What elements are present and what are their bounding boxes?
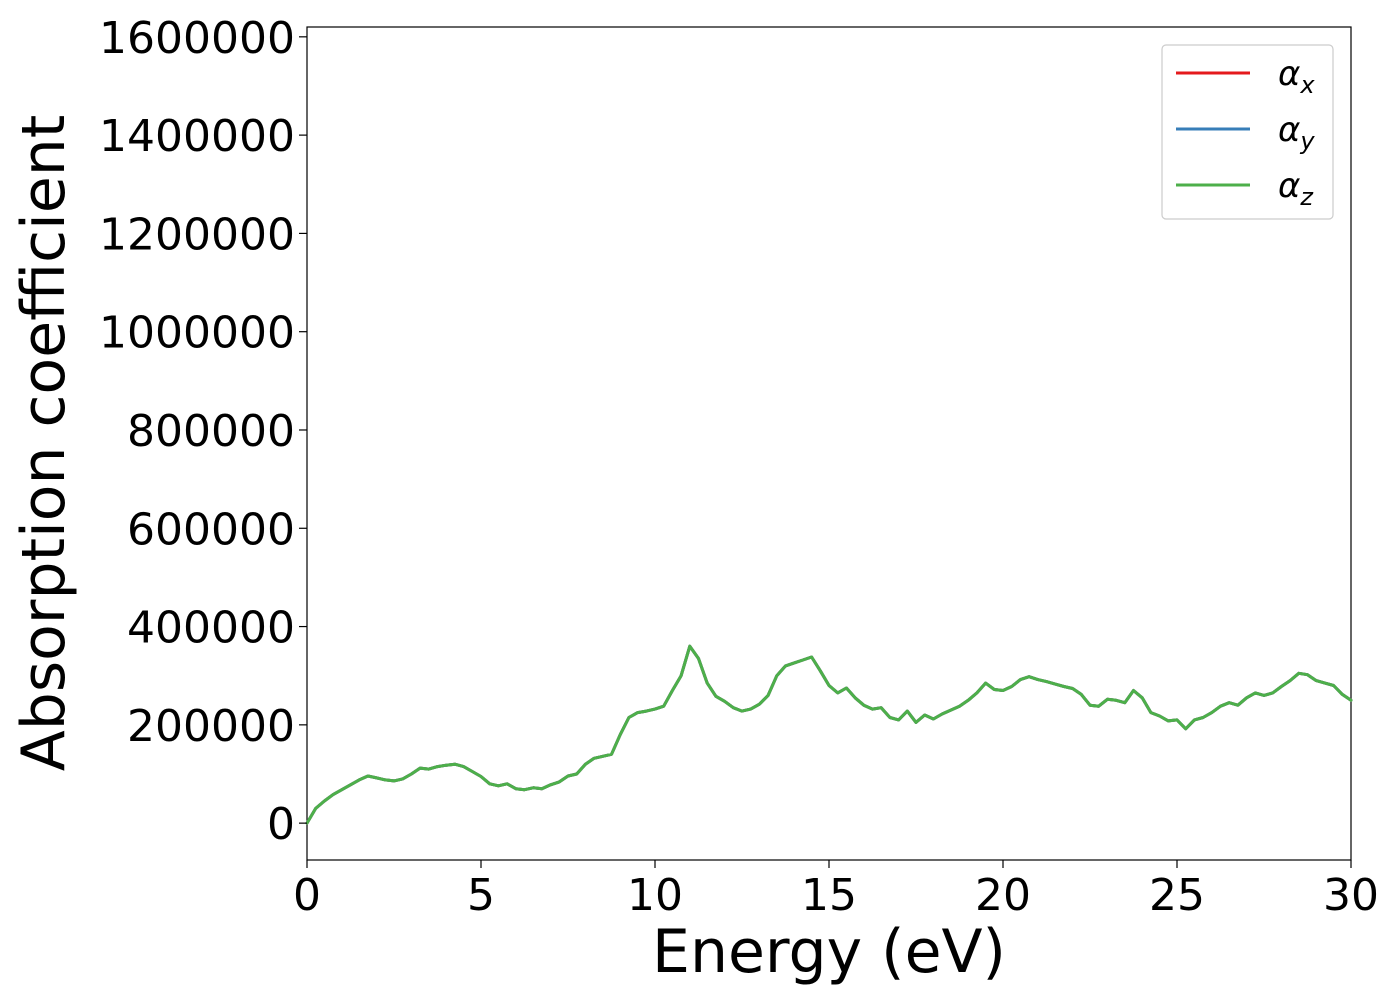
x-tick-label: 30 xyxy=(1323,870,1379,921)
y-tick-label: 600000 xyxy=(127,504,295,555)
x-axis-label: Energy (eV) xyxy=(652,917,1006,987)
legend-label-z: αz xyxy=(1278,166,1314,211)
legend: αx αy αz xyxy=(1161,44,1334,220)
y-axis-ticks: 0 200000 400000 600000 800000 1000000 1200000 1… xyxy=(99,13,307,850)
y-tick-label: 1200000 xyxy=(99,209,295,260)
y-tick-label: 200000 xyxy=(127,701,295,752)
x-tick-label: 5 xyxy=(467,870,495,921)
y-tick-label: 1000000 xyxy=(99,308,295,359)
y-axis-label: Absorption coefficient xyxy=(9,115,79,772)
y-tick-label: 1400000 xyxy=(99,111,295,162)
legend-label-y: αy xyxy=(1278,110,1315,155)
x-tick-label: 10 xyxy=(627,870,683,921)
series-line-3 xyxy=(305,644,1353,825)
y-tick-label: 0 xyxy=(267,799,295,850)
x-tick-label: 20 xyxy=(975,870,1031,921)
legend-box xyxy=(1161,44,1334,220)
legend-label-x: αx xyxy=(1278,54,1315,99)
x-tick-label: 15 xyxy=(801,870,857,921)
x-tick-label: 0 xyxy=(293,870,321,921)
y-tick-label: 400000 xyxy=(127,603,295,654)
y-tick-label: 1600000 xyxy=(99,13,295,64)
series-layer xyxy=(305,644,1353,825)
x-axis-ticks: 0 5 10 15 20 25 30 xyxy=(293,860,1379,921)
y-tick-label: 800000 xyxy=(127,406,295,457)
x-tick-label: 25 xyxy=(1149,870,1205,921)
